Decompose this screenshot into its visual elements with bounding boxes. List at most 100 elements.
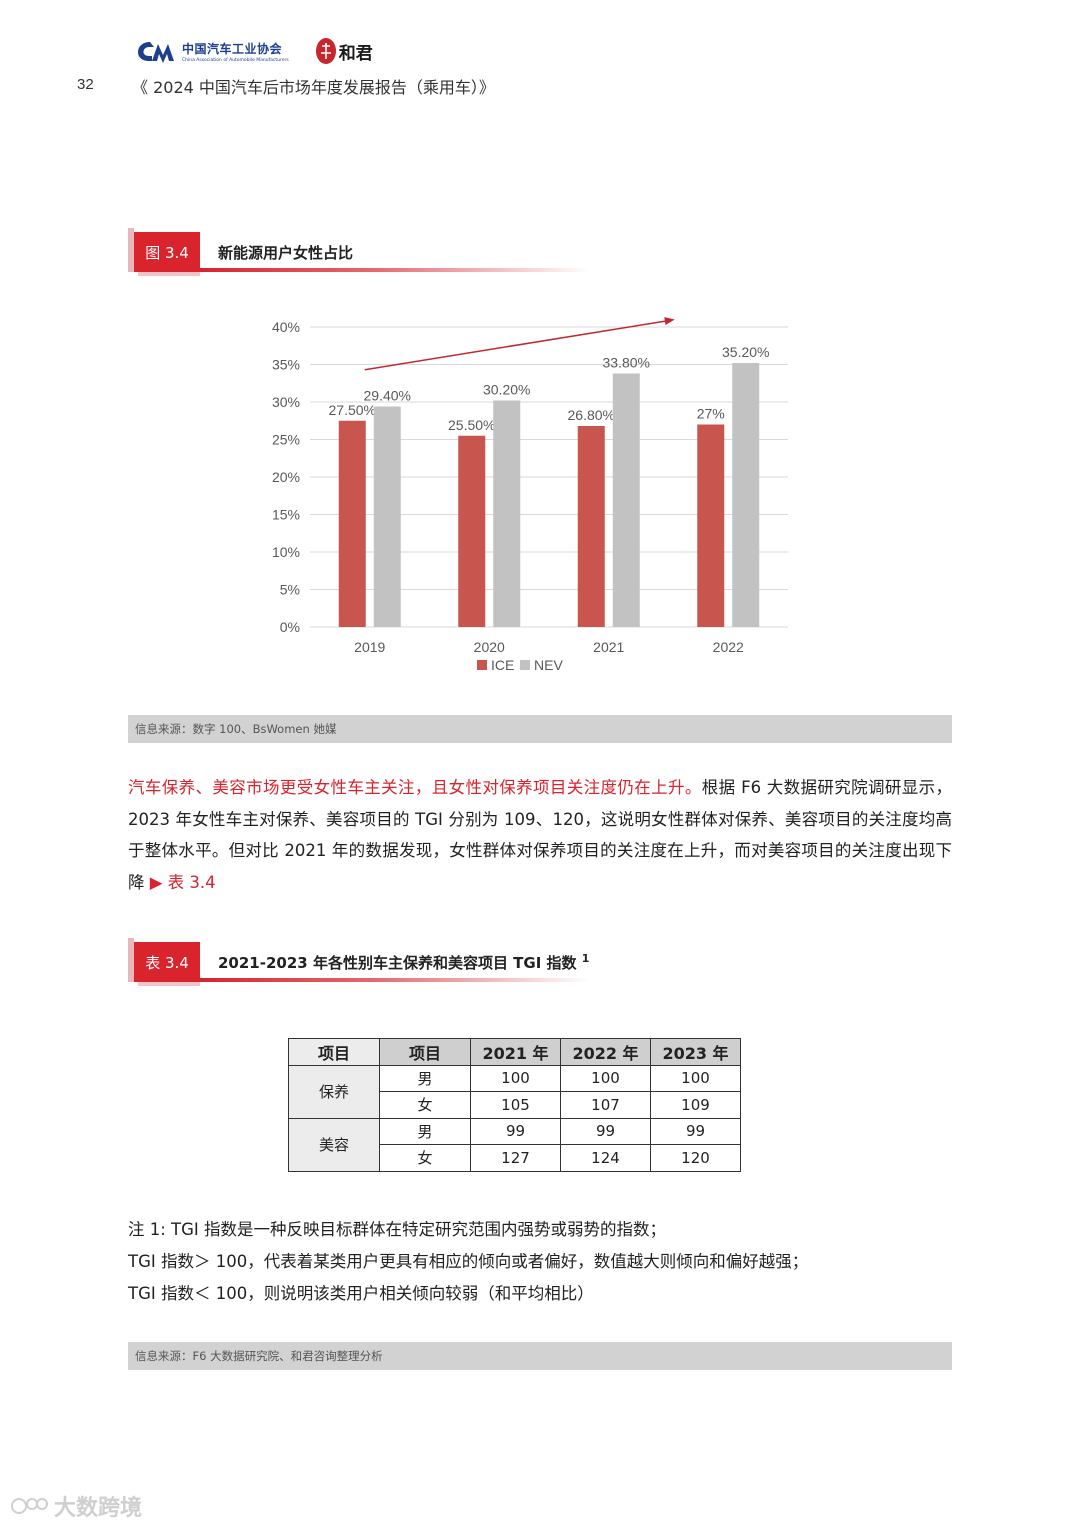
gender-cell: 女 [379,1091,471,1119]
figure-caption: 新能源用户女性占比 [218,244,354,262]
paragraph-body: 根据 F6 大数据研究院调研显示，2023 年女性车主对保养、美容项目的 TGI… [128,778,952,892]
body-paragraph: 汽车保养、美容市场更受女性车主关注，且女性对保养项目关注度仍在上升。根据 F6 … [128,772,952,898]
table-label: 表 3.4 2021-2023 年各性别车主保养和美容项目 TGI 指数 1 [128,938,628,990]
data-label: 26.80% [568,407,615,423]
note-line: TGI 指数＞ 100，代表着某类用户更具有相应的倾向或者偏好，数值越大则倾向和… [128,1252,809,1271]
bar-nev [732,363,760,627]
y-tick-label: 0% [280,619,300,635]
table-number: 表 3.4 [134,942,200,982]
table-header-row: 项目 项目 2021 年 2022 年 2023 年 [288,1038,741,1066]
y-tick-label: 35% [272,357,300,373]
x-tick-label: 2021 [593,639,624,655]
figure-label: 图 3.4 新能源用户女性占比 [128,228,628,280]
legend-swatch-ice [477,660,487,670]
page-number: 32 [77,76,94,93]
note-line: TGI 指数＜ 100，则说明该类用户相关倾向较弱（和平均相比） [128,1284,594,1303]
column-header: 2023 年 [650,1038,741,1066]
label-tab-accent [128,938,134,982]
header-logos: 中国汽车工业协会 China Association of Automobile… [136,34,373,68]
bar-nev [493,400,521,627]
table-reference-link[interactable]: ▶ 表 3.4 [149,872,216,892]
watermark-text: 大数跨境 [54,1496,143,1521]
group-cell: 保养 [288,1064,380,1119]
watermark: 大数跨境 [10,1490,142,1522]
column-header: 2022 年 [560,1038,651,1066]
bar-chart: 0% 5% 10% 15% 20% 25% 30% 35% 40% 27.50% 29.40% 201… [255,305,815,685]
value-cell: 109 [650,1091,741,1119]
value-cell: 107 [560,1091,651,1119]
gender-cell: 女 [379,1144,471,1172]
table-row: 保养 男 100 100 100 [288,1064,741,1119]
column-header: 项目 [288,1038,380,1066]
value-cell: 99 [650,1117,741,1145]
value-cell: 100 [470,1064,561,1092]
y-tick-label: 25% [272,432,300,448]
caption-underline [200,268,590,272]
legend-label: NEV [534,657,563,673]
hejun-logo-text: 和君 [338,43,373,64]
value-cell: 105 [470,1091,561,1119]
y-tick-label: 20% [272,469,300,485]
value-cell: 100 [650,1064,741,1092]
data-label: 27.50% [329,402,376,418]
figure-number: 图 3.4 [134,232,200,272]
data-label: 35.20% [722,344,769,360]
x-tick-label: 2022 [713,639,744,655]
table-notes: 注 1: TGI 指数是一种反映目标群体在特定研究范围内强势或弱势的指数； TG… [128,1214,958,1310]
y-tick-label: 40% [272,319,300,335]
table-row: 女 127 124 120 [289,1144,741,1172]
table-caption: 2021-2023 年各性别车主保养和美容项目 TGI 指数 1 [218,952,589,973]
gender-cell: 男 [379,1064,471,1092]
data-label: 33.80% [603,355,650,371]
data-label: 25.50% [448,417,495,433]
bar-ice [577,426,605,627]
label-tab-shadow [138,272,200,276]
label-tab-shadow [138,982,200,986]
legend-label: ICE [491,657,514,673]
watermark-logo-icon [11,1498,48,1514]
table-row: 女 105 107 109 [289,1091,741,1119]
note-line: 注 1: TGI 指数是一种反映目标群体在特定研究范围内强势或弱势的指数； [128,1220,667,1239]
table-caption-text: 2021-2023 年各性别车主保养和美容项目 TGI 指数 [218,954,582,972]
value-cell: 124 [560,1144,651,1172]
y-tick-label: 10% [272,544,300,560]
trend-arrow-head [664,317,675,326]
hejun-seal-icon [315,38,336,64]
caam-logo-icon [138,42,174,63]
document-title: 《 2024 中国汽车后市场年度发展报告（乘用车）》 [132,78,495,97]
bar-ice [697,424,725,627]
value-cell: 127 [470,1144,561,1172]
data-label: 29.40% [364,388,411,404]
table-row: 美容 男 99 99 99 [288,1117,741,1172]
bar-nev [612,373,640,627]
y-tick-label: 5% [280,582,300,598]
tgi-table: 项目 项目 2021 年 2022 年 2023 年 保养 男 100 100 … [288,1038,741,1172]
figure-source: 信息来源：数字 100、BsWomen 她媒 [128,715,952,743]
bar-nev [373,406,401,627]
value-cell: 99 [560,1117,651,1145]
label-tab-accent [128,228,134,272]
x-tick-label: 2020 [474,639,505,655]
legend-swatch-nev [520,660,530,670]
data-label: 27% [697,406,725,422]
column-header: 项目 [379,1038,471,1066]
gender-cell: 男 [379,1117,471,1145]
chart-svg: 0% 5% 10% 15% 20% 25% 30% 35% 40% 27.50%29.40% 201… [272,317,788,673]
column-header: 2021 年 [470,1038,561,1066]
caption-underline [200,978,590,982]
x-tick-label: 2019 [354,639,385,655]
paragraph-highlight: 汽车保养、美容市场更受女性车主关注，且女性对保养项目关注度仍在上升。 [128,778,702,797]
caam-name-en: China Association of Automobile Manufact… [182,57,289,63]
data-label: 30.20% [483,382,530,398]
caam-name-cn: 中国汽车工业协会 [182,41,283,56]
bar-ice [338,420,366,627]
table-source: 信息来源：F6 大数据研究院、和君咨询整理分析 [128,1342,952,1370]
y-tick-label: 30% [272,394,300,410]
footnote-marker: 1 [581,952,590,965]
y-tick-label: 15% [272,507,300,523]
value-cell: 120 [650,1144,741,1172]
trend-arrow-line [364,319,668,371]
group-cell: 美容 [288,1117,380,1172]
value-cell: 100 [560,1064,651,1092]
value-cell: 99 [470,1117,561,1145]
